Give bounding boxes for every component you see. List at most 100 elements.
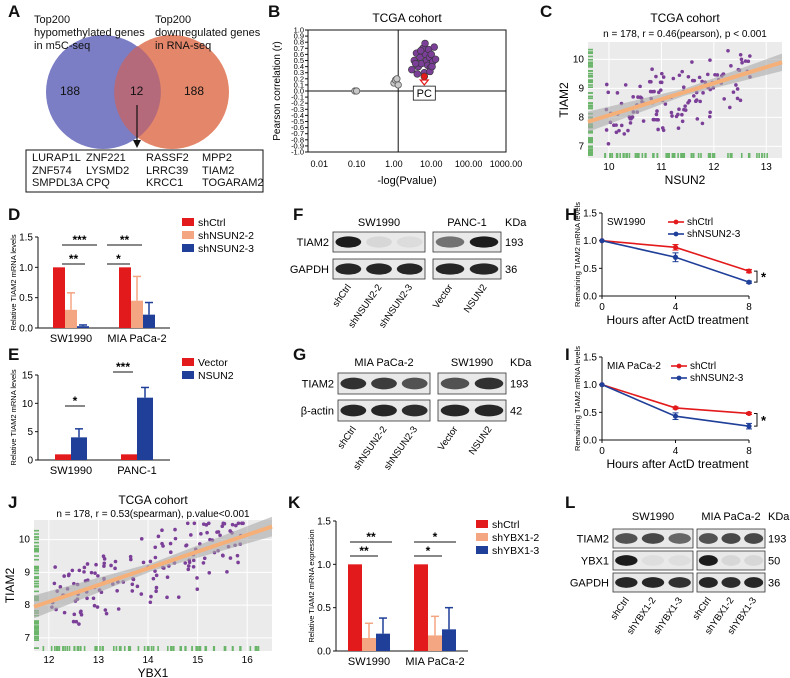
chart-k-bar — [428, 635, 442, 651]
chart-d-sig-label: ** — [69, 252, 79, 266]
chart-c-rug-y — [588, 80, 593, 82]
chart-j-point — [104, 611, 109, 616]
chart-c-point — [658, 80, 663, 85]
chart-h-ylabel: Remaining TIAM2 mRNA levels — [573, 202, 582, 307]
chart-j-rug-x — [99, 646, 101, 651]
chart-b-xtick-label: 1.00 — [385, 159, 403, 169]
chart-j-xtick-label: 12 — [43, 655, 55, 666]
chart-d-sig-label: *** — [72, 233, 86, 247]
chart-j-point — [154, 573, 159, 578]
chart-d-xtick-label: MIA PaCa-2 — [107, 333, 166, 345]
blot-g-lane-label: NSUN2 — [467, 424, 494, 457]
chart-b-ytick-label: -0.9 — [291, 141, 304, 150]
chart-j-rug-x — [143, 646, 146, 651]
blot-f-band — [335, 236, 362, 248]
chart-j-rug-x — [76, 646, 79, 651]
chart-c-rug-x — [740, 153, 743, 158]
blot-g-row-label: β-actin — [301, 406, 334, 418]
chart-c-point — [726, 48, 730, 53]
chart-j-point — [185, 521, 190, 526]
chart-h-legend-marker — [673, 219, 679, 225]
chart-c-rug-y — [588, 52, 593, 55]
chart-j-point — [115, 588, 119, 593]
chart-j-point — [225, 570, 229, 574]
chart-j-rug-x — [223, 646, 226, 651]
chart-c-rug-x — [708, 153, 711, 158]
chart-c-rug-x — [729, 153, 732, 158]
chart-c-rug-x — [683, 153, 686, 158]
blot-g-size-label: 42 — [510, 406, 522, 418]
chart-d-ylabel: Relative TIAM2 mRNA levels — [9, 234, 18, 330]
chart-j-point — [109, 563, 113, 568]
panel-label-g: G — [293, 345, 307, 364]
venn-right-label: Top200 downregulated genes in RNA-seq — [155, 14, 261, 52]
chart-e-bar — [121, 454, 137, 460]
chart-j-rug-x — [83, 646, 86, 651]
chart-c-rug-x — [761, 153, 763, 158]
chart-c-point — [660, 126, 665, 130]
blot-l-row-label: GAPDH — [570, 578, 609, 590]
chart-h-point — [746, 279, 752, 285]
chart-c-point — [619, 123, 624, 128]
blot-l-band — [668, 533, 691, 544]
blot-g-band — [474, 377, 504, 390]
gene-list: LURAP1L ZNF221 RASSF2 MPP2 ZNF574 LYSMD2 LRRC… — [32, 152, 264, 190]
chart-b-point-ns — [394, 81, 402, 89]
blot-f-band — [435, 236, 465, 248]
chart-c-point — [652, 89, 656, 94]
chart-j-point — [173, 527, 177, 532]
chart-c-rug-x — [619, 153, 621, 158]
chart-j-rug-x — [129, 646, 132, 651]
chart-j-rug-x — [77, 646, 80, 651]
chart-j-rug-x — [118, 646, 121, 651]
chart-j-point — [102, 561, 107, 566]
chart-e-ytick-label: 10 — [22, 399, 34, 410]
chart-k-legend-label: shCtrl — [492, 519, 519, 531]
chart-c-rug-y — [588, 51, 593, 53]
chart-b-ytick-label: 0.6 — [294, 50, 304, 59]
chart-c-point — [746, 59, 751, 64]
blot-f-band — [469, 263, 499, 275]
chart-c-rug-y — [588, 146, 593, 148]
chart-c-point — [606, 141, 611, 146]
blot-l-kda-label: KDa — [768, 511, 790, 523]
chart-j-rug-y — [34, 637, 39, 640]
chart-h-legend-label: shNSUN2-3 — [687, 229, 741, 240]
chart-j-point — [187, 560, 192, 565]
panel-k-chart: 0.0 0.5 1.0 1.5 Relative TIAM2 mRNA expressi… — [288, 493, 568, 678]
blot-l-lane-label: shCtrl — [609, 595, 632, 622]
chart-c-point — [628, 121, 633, 125]
chart-h-xtick-label: 4 — [673, 302, 679, 313]
chart-c-point — [614, 130, 619, 135]
chart-j-point — [206, 521, 211, 526]
panel-label-j: J — [8, 493, 18, 512]
chart-e-svg: 0 5 10 15 Relative TIAM2 mRNA levels SW1990 PA… — [9, 357, 234, 477]
chart-c-point — [691, 94, 696, 98]
chart-j-point — [153, 555, 158, 560]
chart-k-legend-swatch — [476, 520, 488, 528]
chart-j-point — [222, 521, 227, 526]
chart-c-rug-x — [615, 153, 618, 158]
chart-j-point — [216, 530, 221, 534]
panel-e-chart: 0 5 10 15 Relative TIAM2 mRNA levels SW1990 PA… — [0, 345, 290, 490]
chart-c-point — [651, 117, 656, 122]
chart-b-title: TCGA cohort — [372, 11, 442, 25]
chart-h-point — [672, 244, 679, 250]
chart-c-point — [681, 85, 686, 90]
chart-e-xtick-label: PANC-1 — [117, 465, 157, 477]
chart-k-sig-label: * — [426, 544, 431, 558]
blot-l-band — [615, 555, 638, 566]
chart-h-sig-label: * — [761, 270, 767, 285]
chart-b-ytick-label: 1.0 — [294, 26, 304, 35]
chart-j-rug-y — [34, 585, 39, 588]
blot-l-band — [641, 533, 665, 544]
chart-j-point — [116, 607, 121, 611]
chart-k-legend-swatch — [476, 546, 488, 554]
chart-i-ytick-label: 1.5 — [583, 353, 597, 364]
chart-c-point — [671, 76, 676, 81]
chart-d-legend-label: shNSUN2-2 — [198, 230, 254, 242]
chart-c-rug-x — [713, 153, 716, 158]
chart-b-ytick-label: 0.2 — [294, 74, 304, 83]
gene: MPP2 — [202, 152, 232, 164]
